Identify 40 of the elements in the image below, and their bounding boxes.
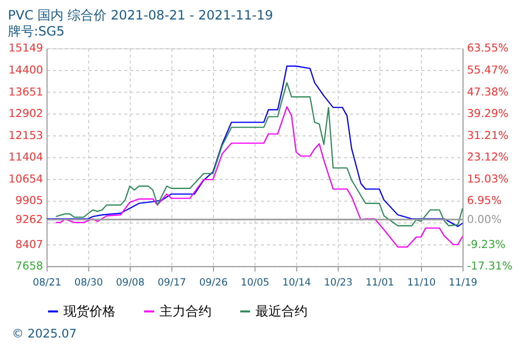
x-tick-label: 10/14 bbox=[282, 277, 311, 288]
y-tick-label: 11404 bbox=[8, 150, 44, 164]
y2-tick-label: 55.47% bbox=[467, 63, 508, 76]
y-tick-label: 15149 bbox=[8, 42, 44, 55]
x-tick-label: 11/19 bbox=[448, 277, 478, 288]
chart-subtitle: 牌号:SG5 bbox=[8, 24, 65, 40]
x-tick-label: 10/23 bbox=[324, 277, 353, 288]
y-tick-label: 14400 bbox=[8, 63, 44, 76]
y2-tick-label: 6.95% bbox=[467, 194, 502, 208]
text: © 2025.07 bbox=[12, 326, 77, 340]
legend-label: 现货价格 bbox=[63, 304, 116, 320]
y2-tick-label: 31.21% bbox=[467, 128, 508, 142]
y2-tick-label: 15.03% bbox=[467, 172, 508, 186]
legend-label: 主力合约 bbox=[159, 303, 212, 320]
x-tick-label: 08/21 bbox=[32, 277, 62, 288]
y-tick-label: 12902 bbox=[8, 107, 44, 120]
x-tick-label: 09/08 bbox=[116, 277, 145, 288]
y-tick-label: 10654 bbox=[8, 172, 44, 186]
line-series bbox=[55, 106, 464, 248]
x-tick-label: 11/10 bbox=[407, 277, 436, 288]
legend-label: 最近合约 bbox=[256, 304, 308, 320]
x-tick-label: 09/17 bbox=[158, 277, 186, 288]
y-tick-label: 12153 bbox=[8, 128, 44, 142]
y2-tick-label: -9.23% bbox=[467, 238, 506, 251]
y2-tick-label: 63.55% bbox=[467, 42, 508, 55]
x-tick-label: 10/05 bbox=[240, 277, 270, 288]
y2-tick-label: -17.31% bbox=[467, 260, 512, 273]
y2-tick-label: 39.29% bbox=[467, 107, 508, 120]
x-tick-label: 09/26 bbox=[199, 277, 228, 288]
y-tick-label: 8407 bbox=[15, 238, 44, 251]
y-tick-label: 13651 bbox=[8, 85, 44, 98]
y2-tick-label: 23.12% bbox=[467, 150, 508, 164]
y-tick-label: 9905 bbox=[15, 194, 44, 208]
y-tick-label: 7658 bbox=[15, 260, 44, 273]
x-tick-label: 08/30 bbox=[74, 277, 103, 288]
y2-tick-label: 0.00% bbox=[467, 212, 502, 226]
y2-tick-label: 47.38% bbox=[467, 85, 508, 98]
x-tick-label: 11/01 bbox=[366, 277, 394, 288]
chart-title: PVC 国内 综合价 2021-08-21 - 2021-11-19 bbox=[8, 8, 274, 24]
y-tick-label: 9262 bbox=[15, 212, 44, 226]
